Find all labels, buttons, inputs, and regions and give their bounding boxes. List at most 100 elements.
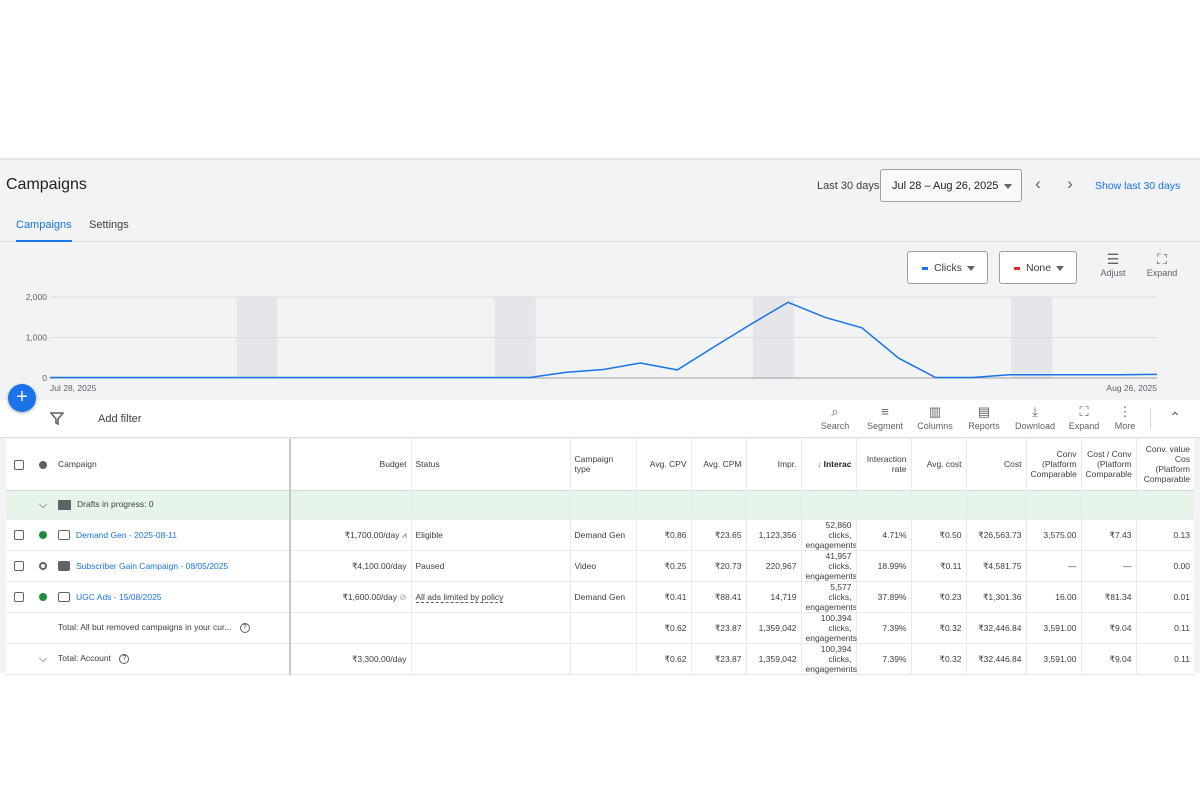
y-tick-label: 2,000: [26, 292, 48, 302]
columns-button[interactable]: ▥ Columns: [914, 403, 956, 431]
show-last-30-days-link[interactable]: Show last 30 days: [1095, 180, 1181, 192]
campaign-row[interactable]: UGC Ads - 15/08/2025 ₹1,600.00/day ⊘ All…: [6, 581, 1194, 613]
avg-cpv-cell: ₹0.41: [635, 581, 691, 613]
table-expand-button[interactable]: ⛶ Expand: [1066, 403, 1102, 431]
col-cost-per-conv[interactable]: Cost / Conv (Platform Comparable: [1080, 439, 1136, 491]
interaction-rate-cell: 4.71%: [855, 519, 911, 551]
status-value[interactable]: All ads limited by policy: [415, 591, 504, 603]
chart-expand-button[interactable]: ⛶ Expand: [1145, 251, 1179, 278]
status-dot-icon: [39, 461, 47, 469]
col-avg-cpm[interactable]: Avg. CPM: [690, 439, 746, 491]
adjust-button[interactable]: ☰ Adjust: [1097, 251, 1129, 278]
cost-cell: ₹4,581.75: [965, 550, 1026, 582]
budget-cell[interactable]: ₹1,600.00/day ⊘: [289, 581, 411, 613]
x-end-label: Aug 26, 2025: [1106, 383, 1157, 393]
table-toolbar: Add filter ⌕ Search ≡ Segment ▥ Columns …: [0, 400, 1200, 438]
col-budget[interactable]: Budget: [289, 439, 411, 491]
trend-chart-icon[interactable]: ⩘: [401, 529, 407, 540]
metric1-select[interactable]: Clicks: [907, 251, 988, 284]
total-interactions-cell: 100,394 clicks, engagements: [800, 643, 857, 675]
total-label: Total: Account: [58, 653, 111, 664]
metric2-label: None: [1026, 262, 1052, 274]
select-all-checkbox[interactable]: [14, 459, 24, 470]
campaign-name-link[interactable]: UGC Ads - 15/08/2025: [76, 591, 162, 602]
reports-button[interactable]: ▤ Reports: [964, 403, 1004, 431]
collapse-chart-button[interactable]: ⌃: [1165, 408, 1185, 426]
total-impr-cell: 1,359,042: [745, 643, 801, 675]
status-toggle[interactable]: [32, 581, 54, 613]
tab-campaigns[interactable]: Campaigns: [16, 219, 72, 242]
toolbar-divider: [1150, 408, 1151, 430]
sort-down-icon: ↓: [817, 459, 824, 470]
date-range-select[interactable]: Jul 28 – Aug 26, 2025: [880, 169, 1022, 202]
help-icon[interactable]: ?: [239, 622, 250, 633]
campaign-row[interactable]: Demand Gen - 2025-08-11 ₹1,700.00/day ⩘ …: [6, 519, 1194, 551]
budget-cell[interactable]: ₹4,100.00/day: [289, 550, 411, 582]
total-interaction-rate-cell: 7.39%: [855, 612, 911, 644]
avg-cpm-cell: ₹23.65: [690, 519, 746, 551]
col-impr[interactable]: Impr.: [745, 439, 801, 491]
status-toggle[interactable]: [32, 519, 54, 551]
tab-settings[interactable]: Settings: [89, 219, 129, 231]
col-avg-cpv[interactable]: Avg. CPV: [635, 439, 691, 491]
col-status[interactable]: Status: [410, 439, 570, 491]
adjust-label: Adjust: [1100, 268, 1126, 278]
col-interaction-rate[interactable]: Interaction rate: [855, 439, 911, 491]
col-cost[interactable]: Cost: [965, 439, 1026, 491]
status-toggle[interactable]: [32, 550, 54, 582]
table-header-row: Campaign Budget Status Campaign type Avg…: [6, 439, 1194, 491]
segment-button[interactable]: ≡ Segment: [864, 403, 906, 431]
total-conv-value-cost-cell: 0.11: [1135, 643, 1194, 675]
row-checkbox[interactable]: [14, 591, 24, 602]
col-interactions[interactable]: ↓ Interac: [800, 439, 856, 491]
performance-chart: Clicks None ☰ Adjust ⛶ Expand 2,000 1,000…: [0, 243, 1200, 400]
add-filter-button[interactable]: Add filter: [98, 413, 142, 425]
total-label: Total: All but removed campaigns in your…: [58, 622, 232, 633]
download-button[interactable]: ⤓ Download: [1012, 403, 1058, 431]
col-conversions[interactable]: Conv (Platform Comparable: [1025, 439, 1081, 491]
reports-icon: ▤: [977, 404, 991, 419]
status-cell: Paused: [410, 550, 570, 582]
metric2-select[interactable]: None: [999, 251, 1077, 284]
drafts-row[interactable]: ⌵ Drafts in progress: 0: [6, 490, 1194, 520]
col-conv-value-cost[interactable]: Conv. value Cos (Platform Comparable: [1135, 439, 1194, 491]
col-avg-cost[interactable]: Avg. cost: [910, 439, 966, 491]
search-button[interactable]: ⌕ Search: [818, 403, 852, 431]
chevron-left-icon: ‹: [1035, 174, 1041, 193]
chart-expand-label: Expand: [1146, 268, 1178, 278]
campaign-name-link[interactable]: Subscriber Gain Campaign - 08/05/2025: [76, 560, 229, 571]
page-header: Campaigns Last 30 days Jul 28 – Aug 26, …: [0, 160, 1200, 214]
row-checkbox[interactable]: [14, 529, 24, 540]
total-avg-cost-cell: ₹0.32: [910, 612, 966, 644]
fullscreen-icon: ⛶: [1079, 404, 1089, 419]
col-campaign[interactable]: Campaign: [54, 439, 290, 491]
more-vert-icon: ⋮: [1118, 404, 1132, 419]
col-campaign-type[interactable]: Campaign type: [569, 439, 636, 491]
conversions-cell: 16.00: [1025, 581, 1081, 613]
plus-icon: +: [16, 386, 28, 408]
campaigns-table: Campaign Budget Status Campaign type Avg…: [6, 439, 1194, 675]
total-avg-cpv-cell: ₹0.62: [635, 612, 691, 644]
filter-icon[interactable]: [50, 412, 64, 425]
total-label-cell: Total: All but removed campaigns in your…: [54, 612, 290, 644]
expand-drafts-toggle[interactable]: ⌵: [32, 490, 54, 520]
campaign-type-cell: Demand Gen: [569, 519, 636, 551]
chevron-right-icon: ›: [1067, 174, 1073, 193]
campaign-row[interactable]: Subscriber Gain Campaign - 08/05/2025 ₹4…: [6, 550, 1194, 582]
fullscreen-icon: ⛶: [1157, 251, 1167, 267]
chart-off-icon[interactable]: ⊘: [399, 591, 407, 602]
more-button[interactable]: ⋮ More: [1110, 403, 1140, 431]
campaign-name-link[interactable]: Demand Gen - 2025-08-11: [76, 529, 177, 540]
help-icon[interactable]: ?: [119, 653, 130, 664]
campaign-name-cell: Subscriber Gain Campaign - 08/05/2025: [54, 550, 290, 582]
row-checkbox[interactable]: [14, 560, 24, 571]
cost-per-conv-cell: —: [1080, 550, 1136, 582]
next-period-button[interactable]: ›: [1060, 175, 1080, 195]
budget-cell[interactable]: ₹1,700.00/day ⩘: [289, 519, 411, 551]
chevron-down-icon[interactable]: ⌵: [38, 652, 48, 665]
previous-period-button[interactable]: ‹: [1028, 175, 1048, 195]
create-campaign-button[interactable]: +: [8, 384, 36, 412]
table-expand-label: Expand: [1068, 421, 1100, 431]
avg-cost-cell: ₹0.50: [910, 519, 966, 551]
select-all-cell[interactable]: [6, 439, 32, 491]
